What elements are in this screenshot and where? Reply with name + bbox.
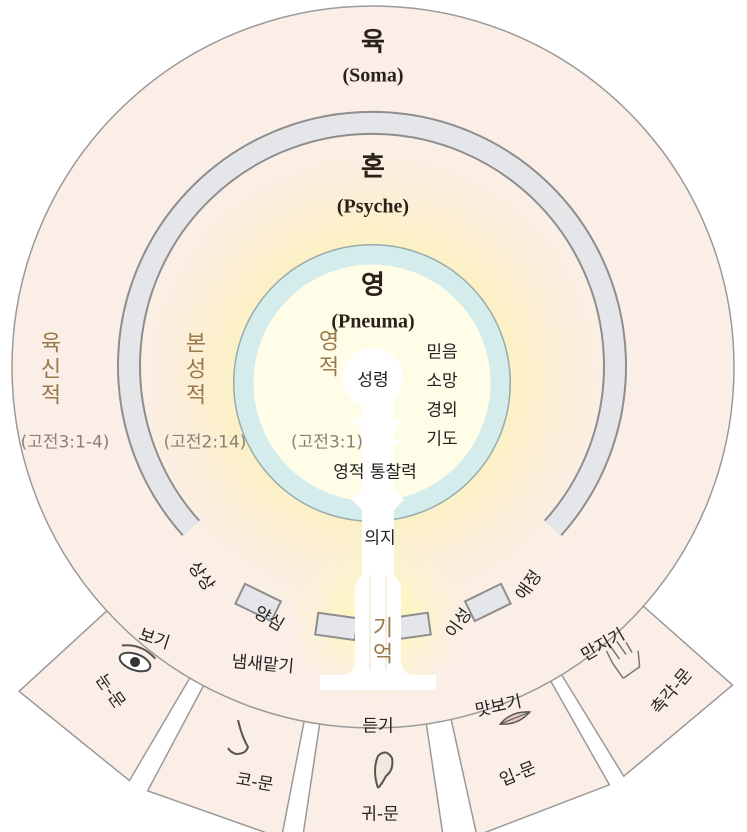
faculty-block [315, 613, 358, 640]
layer-subtitle: (Soma) [342, 65, 403, 88]
layer-subtitle: (Psyche) [337, 196, 409, 219]
layer-side-label: 영적 [310, 329, 342, 381]
spiritual-insight: 영적 통찰력 [333, 458, 417, 483]
layer-side-label: 육신적 [32, 331, 64, 409]
layer-subtitle: (Pneuma) [331, 311, 414, 334]
layer-title: 영 [361, 265, 385, 302]
virtue: 소망 [426, 367, 457, 392]
diagram: 육 (Soma) 육신적 (고전3:1-4) 혼 (Psyche) 본성적 (고전2:14) 영… [0, 0, 747, 832]
layer-side-label: 본성적 [177, 331, 209, 409]
sense-gate: 귀-문 [361, 800, 398, 825]
layer-reference: (고전3:1) [291, 428, 363, 453]
holy-spirit: 성령 [357, 366, 388, 391]
layer-reference: (고전2:14) [164, 428, 247, 453]
layer-reference: (고전3:1-4) [21, 428, 110, 453]
sense-action: 냄새맡기 [231, 647, 296, 677]
virtue: 믿음 [426, 338, 457, 363]
virtue: 기도 [426, 425, 457, 450]
memory: 기억 [364, 616, 396, 668]
sense-action: 듣기 [362, 712, 393, 737]
layer-title: 육 [361, 22, 385, 59]
will: 의지 [364, 524, 395, 549]
layer-title: 혼 [361, 147, 385, 184]
virtue: 경외 [426, 396, 457, 421]
